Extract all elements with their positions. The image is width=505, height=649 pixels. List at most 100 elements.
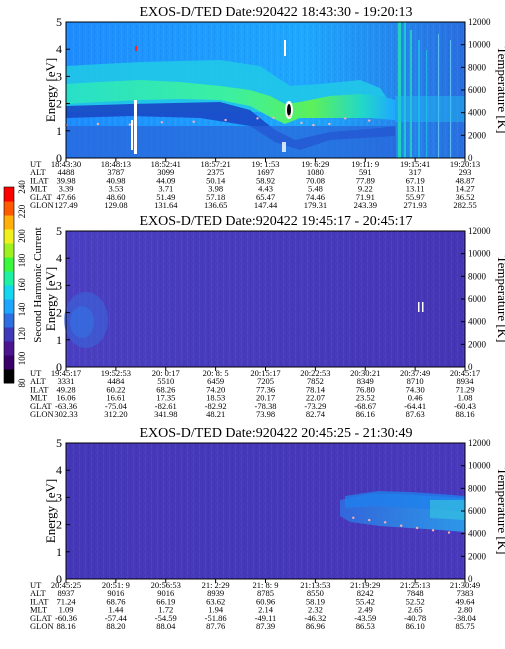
- panel-3-table-cell: 21:25:13: [400, 580, 430, 590]
- panel-3-table-cell: 8937: [58, 588, 75, 598]
- panel-2-ytick-label: 5: [56, 224, 62, 238]
- panel-2: EXOS-D/TED Date:920422 19:45:17 - 20:45:…: [30, 214, 505, 419]
- panel-1-y2tick-label: 2000: [468, 130, 487, 140]
- panel-3: EXOS-D/TED Date:920422 20:45:25 - 21:30:…: [30, 426, 505, 631]
- panel-1-table-cell: 19:15:41: [400, 159, 430, 169]
- panel-1-row-label: MLT: [30, 184, 48, 194]
- panel-3-row-label: UT: [30, 580, 42, 590]
- panel-1-table-cell: 1080: [307, 167, 324, 177]
- panel-2-row-label: GLON: [30, 409, 54, 419]
- panel-3-table-cell: 85.75: [455, 621, 474, 631]
- panel-2-ephemeris-table: UTALTILATMLTGLATGLON19:45:17333149.2816.…: [30, 367, 480, 419]
- panel-1-table-cell: 3.53: [108, 184, 123, 194]
- panel-1: EXOS-D/TED Date:920422 18:43:30 - 19:20:…: [30, 5, 505, 210]
- panel-1-ytick-label: 1: [56, 124, 62, 138]
- panel-1-ytick-label: 4: [56, 42, 62, 56]
- panel-2-ytick-label: 4: [56, 251, 62, 265]
- panel-2-y2tick-label: 4000: [468, 317, 487, 327]
- panel-2-table-cell: 86.16: [356, 409, 375, 419]
- panel-2-table-cell: 17.35: [156, 393, 175, 403]
- panel-3-table-cell: 87.76: [206, 621, 225, 631]
- panel-1-table-cell: 129.08: [104, 200, 127, 210]
- panel-1-table-cell: 48.60: [106, 192, 125, 202]
- panel-2-table-cell: 302.33: [54, 409, 77, 419]
- panel-1-table-cell: 243.39: [354, 200, 377, 210]
- panel-2-table-cell: -82.92: [205, 401, 227, 411]
- panel-2-table-cell: 68.26: [156, 384, 175, 394]
- panel-3-table-cell: 60.96: [256, 596, 275, 606]
- panel-1-table-cell: 65.47: [256, 192, 275, 202]
- temperature-point: [288, 114, 291, 118]
- panel-1-ytick-label: 5: [56, 15, 62, 29]
- panel-3-table-cell: 88.16: [56, 621, 75, 631]
- panel-2-title: EXOS-D/TED Date:920422 19:45:17 - 20:45:…: [140, 214, 413, 229]
- panel-1-y2tick-label: 12000: [468, 17, 491, 27]
- panel-3-table-cell: -38.04: [454, 613, 477, 623]
- panel-2-table-cell: 88.16: [455, 409, 474, 419]
- panel-1-table-cell: 271.93: [403, 200, 426, 210]
- panel-2-table-cell: -78.38: [255, 401, 277, 411]
- panel-1-table-cell: 3787: [107, 167, 124, 177]
- panel-3-table-cell: 1.94: [208, 605, 224, 615]
- panel-2-table-cell: 78.14: [306, 384, 326, 394]
- temperature-point: [300, 121, 303, 125]
- panel-3-table-cell: 21:13:53: [300, 580, 330, 590]
- panel-1-right-axis: 0 2000 4000 6000 8000 10000 12000: [461, 17, 491, 163]
- panel-3-table-cell: 8785: [257, 588, 274, 598]
- temperature-point: [224, 118, 227, 122]
- panel-2-table-cell: 49.28: [56, 384, 75, 394]
- panel-2-table-cell: 5510: [157, 376, 174, 386]
- colorbar-swatches: [4, 187, 14, 384]
- panel-2-table-cell: 4484: [107, 376, 125, 386]
- panel-2-table-cell: 8710: [407, 376, 424, 386]
- panel-2-table-cell: 312.20: [104, 409, 127, 419]
- panel-3-table-cell: 21: 8: 9: [253, 580, 279, 590]
- panel-2-table-cell: 71.29: [455, 384, 474, 394]
- panel-1-table-cell: 317: [409, 167, 422, 177]
- panel-1-table-cell: 18:48:13: [101, 159, 131, 169]
- panel-3-row-label: ILAT: [30, 596, 49, 606]
- panel-1-table-cell: 57.18: [206, 192, 225, 202]
- panel-3-row-label: GLON: [30, 621, 54, 631]
- temperature-point: [272, 116, 275, 119]
- panel-3-table-cell: 86.10: [406, 621, 425, 631]
- panel-2-table-cell: 20: 8: 5: [203, 368, 229, 378]
- panel-2-y2tick-label: 0: [468, 362, 473, 372]
- panel-3-y2label: Temperature [K]: [495, 468, 505, 555]
- panel-1-row-label: ALT: [30, 167, 47, 177]
- temperature-point: [399, 524, 403, 527]
- colorbar-tick-label: 140: [17, 302, 27, 316]
- panel-3-table-cell: 2.65: [408, 605, 423, 615]
- panel-2-y2label: Temperature [K]: [495, 256, 505, 343]
- panel-3-table-cell: 86.53: [356, 621, 375, 631]
- panel-2-ytick-label: 3: [56, 278, 62, 292]
- panel-1-table-cell: 3.98: [208, 184, 223, 194]
- panel-1-table-cell: 147.44: [254, 200, 278, 210]
- panel-1-table-cell: 70.08: [306, 175, 325, 185]
- panel-3-table-cell: 2.14: [258, 605, 274, 615]
- temperature-point: [160, 121, 163, 124]
- temperature-point: [447, 531, 451, 534]
- panel-2-marker-b: [422, 302, 424, 312]
- panel-3-y2tick-label: 4000: [468, 529, 487, 539]
- panel-2-table-cell: 18.53: [206, 393, 225, 403]
- panel-2-table-cell: -73.29: [304, 401, 326, 411]
- panel-1-table-cell: 5.48: [308, 184, 323, 194]
- panel-1-y2tick-label: 6000: [468, 85, 487, 95]
- temperature-point: [352, 516, 355, 519]
- panel-1-table-cell: 39.98: [56, 175, 75, 185]
- panel-3-table-cell: 68.76: [106, 596, 125, 606]
- panel-1-table-cell: 293: [459, 167, 472, 177]
- colorbar-tick-label: 200: [17, 229, 27, 243]
- colorbar-tick-label: 80: [17, 378, 27, 388]
- panel-1-table-cell: 1697: [257, 167, 274, 177]
- panel-3-table-cell: 58.19: [306, 596, 325, 606]
- colorbar-tick-label: 220: [17, 204, 27, 218]
- panel-1-row-label: GLAT: [30, 192, 53, 202]
- colorbar-tick-label: 100: [17, 351, 27, 365]
- panel-1-table-cell: 19:11: 9: [351, 159, 379, 169]
- panel-3-table-cell: -51.86: [205, 613, 227, 623]
- panel-1-ylabel: Energy [eV]: [43, 58, 58, 122]
- temperature-point: [128, 123, 132, 126]
